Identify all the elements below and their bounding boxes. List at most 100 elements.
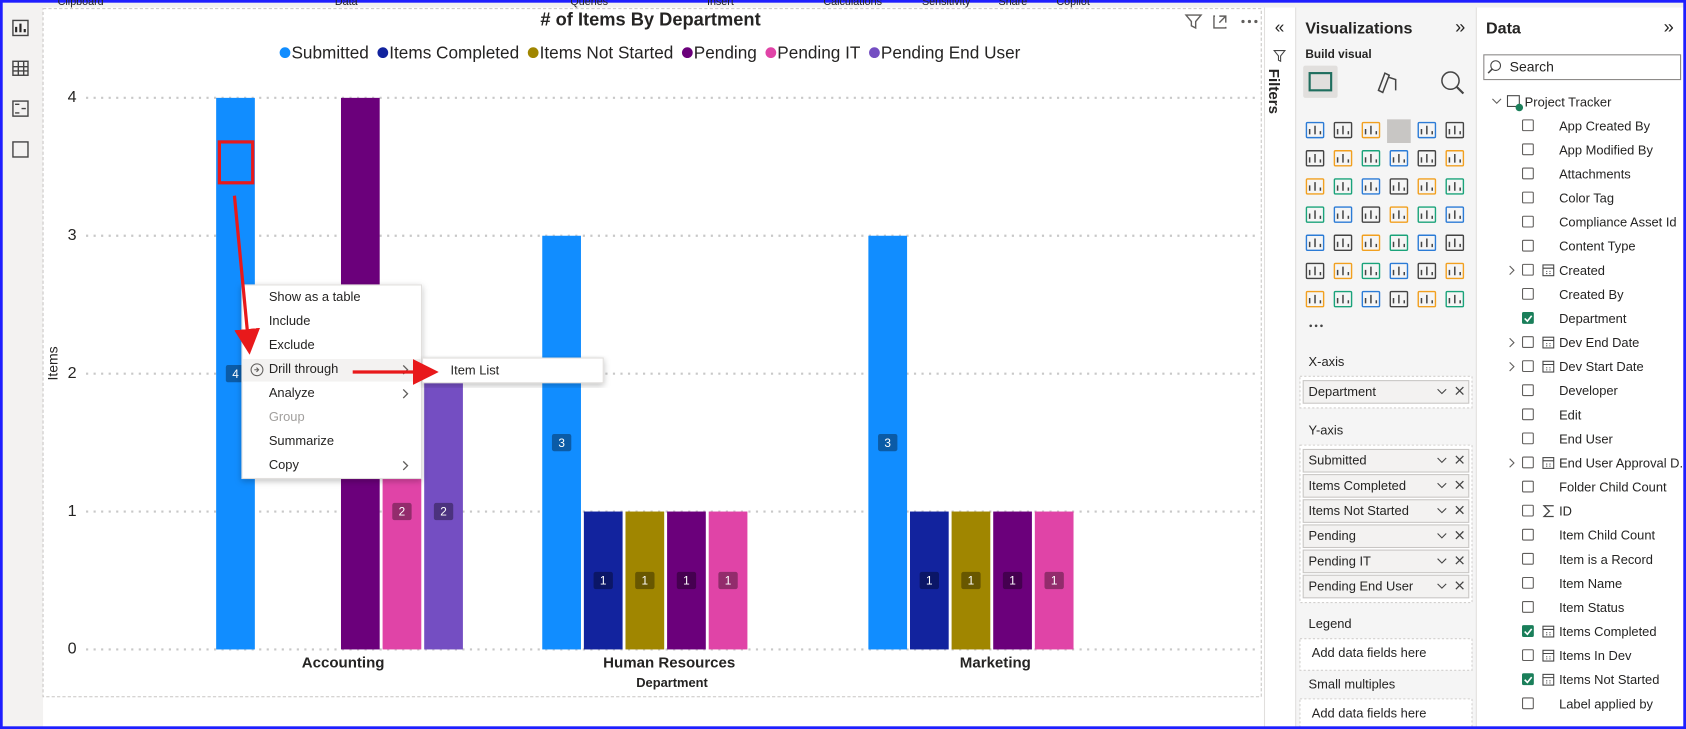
checkbox[interactable]: [1522, 552, 1534, 565]
viz-type-icon[interactable]: [1361, 262, 1381, 280]
menu-item[interactable]: Summarize: [269, 433, 334, 448]
viz-type-icon[interactable]: [1305, 234, 1325, 252]
checkbox[interactable]: [1522, 191, 1534, 204]
field-name[interactable]: Dev Start Date: [1559, 359, 1644, 374]
field-name[interactable]: Folder Child Count: [1559, 480, 1667, 495]
viz-type-icon[interactable]: [1389, 262, 1409, 280]
field-name[interactable]: Color Tag: [1559, 191, 1614, 206]
viz-type-icon[interactable]: [1417, 206, 1437, 223]
viz-type-icon[interactable]: [1417, 262, 1437, 280]
focus-icon[interactable]: [1213, 15, 1227, 29]
field-pill-label[interactable]: Pending IT: [1309, 553, 1371, 568]
checkbox[interactable]: [1522, 480, 1534, 493]
pill-remove[interactable]: [1455, 386, 1464, 396]
field-pill-label[interactable]: Pending End User: [1309, 578, 1414, 593]
field-name[interactable]: Item Status: [1559, 600, 1624, 615]
checkbox[interactable]: [1522, 456, 1534, 469]
field-name[interactable]: Created: [1559, 263, 1605, 278]
viz-type-icon[interactable]: [1361, 234, 1381, 252]
checkbox[interactable]: [1522, 408, 1534, 421]
checkbox[interactable]: [1522, 336, 1534, 348]
field-name[interactable]: Department: [1559, 311, 1627, 326]
more-options[interactable]: [1241, 19, 1258, 24]
checkbox[interactable]: [1522, 601, 1534, 613]
field-name[interactable]: Developer: [1559, 383, 1618, 398]
viz-type-icon[interactable]: [1333, 178, 1353, 195]
field-name[interactable]: Item Name: [1559, 576, 1622, 591]
checkbox[interactable]: [1522, 384, 1534, 397]
menu-item[interactable]: Copy: [269, 457, 300, 472]
field-name[interactable]: App Modified By: [1559, 142, 1653, 157]
field-pill-label[interactable]: Department: [1309, 384, 1377, 399]
filter-icon[interactable]: [1184, 14, 1203, 30]
field-name[interactable]: Items In Dev: [1559, 648, 1632, 663]
viz-type-icon[interactable]: [1305, 262, 1325, 280]
collapse-icon[interactable]: «: [1275, 17, 1285, 37]
pill-remove[interactable]: [1455, 480, 1464, 490]
field-chevron[interactable]: [1509, 337, 1515, 348]
checkbox[interactable]: [1522, 528, 1534, 541]
field-name[interactable]: Item is a Record: [1559, 552, 1653, 567]
viz-type-icon[interactable]: [1361, 150, 1381, 167]
viz-type-icon[interactable]: [1445, 121, 1465, 139]
expand-icon[interactable]: »: [1664, 16, 1674, 37]
checkbox[interactable]: [1522, 287, 1534, 300]
menu-item[interactable]: Include: [269, 313, 311, 328]
filters-title[interactable]: Filters: [1265, 69, 1282, 114]
well-placeholder[interactable]: Add data fields here: [1312, 645, 1427, 660]
field-pill-label[interactable]: Submitted: [1309, 453, 1367, 468]
pill-chevron[interactable]: [1437, 388, 1447, 395]
checkbox[interactable]: [1522, 239, 1534, 252]
viz-type-icon[interactable]: [1361, 206, 1381, 223]
field-chevron[interactable]: [1509, 361, 1515, 372]
field-name[interactable]: Edit: [1559, 407, 1582, 422]
field-name[interactable]: App Created By: [1559, 118, 1651, 133]
field-name[interactable]: Attachments: [1559, 166, 1631, 181]
checkbox[interactable]: [1522, 263, 1534, 276]
field-pill-label[interactable]: Items Not Started: [1309, 503, 1409, 518]
checkbox[interactable]: [1522, 215, 1534, 228]
checkbox[interactable]: [1522, 625, 1534, 637]
field-name[interactable]: End User: [1559, 431, 1613, 446]
field-name[interactable]: Content Type: [1559, 239, 1635, 254]
viz-type-icon[interactable]: [1417, 121, 1437, 139]
viz-type-icon[interactable]: [1445, 150, 1465, 167]
checkbox[interactable]: [1522, 576, 1534, 589]
viz-type-icon[interactable]: [1361, 121, 1381, 139]
field-name[interactable]: Created By: [1559, 287, 1624, 302]
viz-type-icon[interactable]: [1445, 262, 1465, 280]
more-visuals[interactable]: [1309, 324, 1313, 328]
field-name[interactable]: ID: [1559, 504, 1572, 519]
pill-chevron[interactable]: [1437, 533, 1447, 539]
field-name[interactable]: End User Approval D...: [1559, 455, 1686, 470]
menu-item[interactable]: Show as a table: [269, 289, 361, 304]
field-chevron[interactable]: [1509, 265, 1515, 275]
checkbox[interactable]: [1522, 167, 1534, 180]
viz-type-icon[interactable]: [1445, 290, 1465, 308]
viz-type-icon[interactable]: [1333, 150, 1353, 167]
pill-remove[interactable]: [1455, 581, 1464, 590]
viz-type-icon[interactable]: [1333, 206, 1353, 223]
menu-item[interactable]: Drill through: [269, 361, 339, 376]
checkbox[interactable]: [1522, 673, 1534, 686]
table-chevron[interactable]: [1492, 98, 1502, 104]
viz-type-icon[interactable]: [1333, 121, 1353, 139]
viz-type-icon[interactable]: [1361, 290, 1381, 308]
viz-type-icon[interactable]: [1417, 234, 1437, 252]
field-pill-label[interactable]: Pending: [1309, 528, 1356, 543]
viz-type-icon[interactable]: [1445, 206, 1465, 223]
pill-chevron[interactable]: [1437, 583, 1447, 589]
pill-remove[interactable]: [1455, 505, 1464, 515]
viz-type-icon[interactable]: [1305, 206, 1325, 223]
viz-type-icon[interactable]: [1389, 206, 1409, 223]
pill-chevron[interactable]: [1437, 457, 1447, 464]
viz-type-icon[interactable]: [1445, 178, 1465, 195]
well-placeholder[interactable]: Add data fields here: [1312, 705, 1427, 720]
report-view-icon[interactable]: [12, 19, 29, 37]
more-visuals[interactable]: [1314, 324, 1318, 328]
checkbox[interactable]: [1522, 360, 1534, 373]
field-name[interactable]: Items Not Started: [1559, 672, 1659, 687]
viz-type-icon[interactable]: [1333, 290, 1353, 308]
pill-chevron[interactable]: [1437, 482, 1447, 489]
menu-item[interactable]: Exclude: [269, 337, 315, 352]
